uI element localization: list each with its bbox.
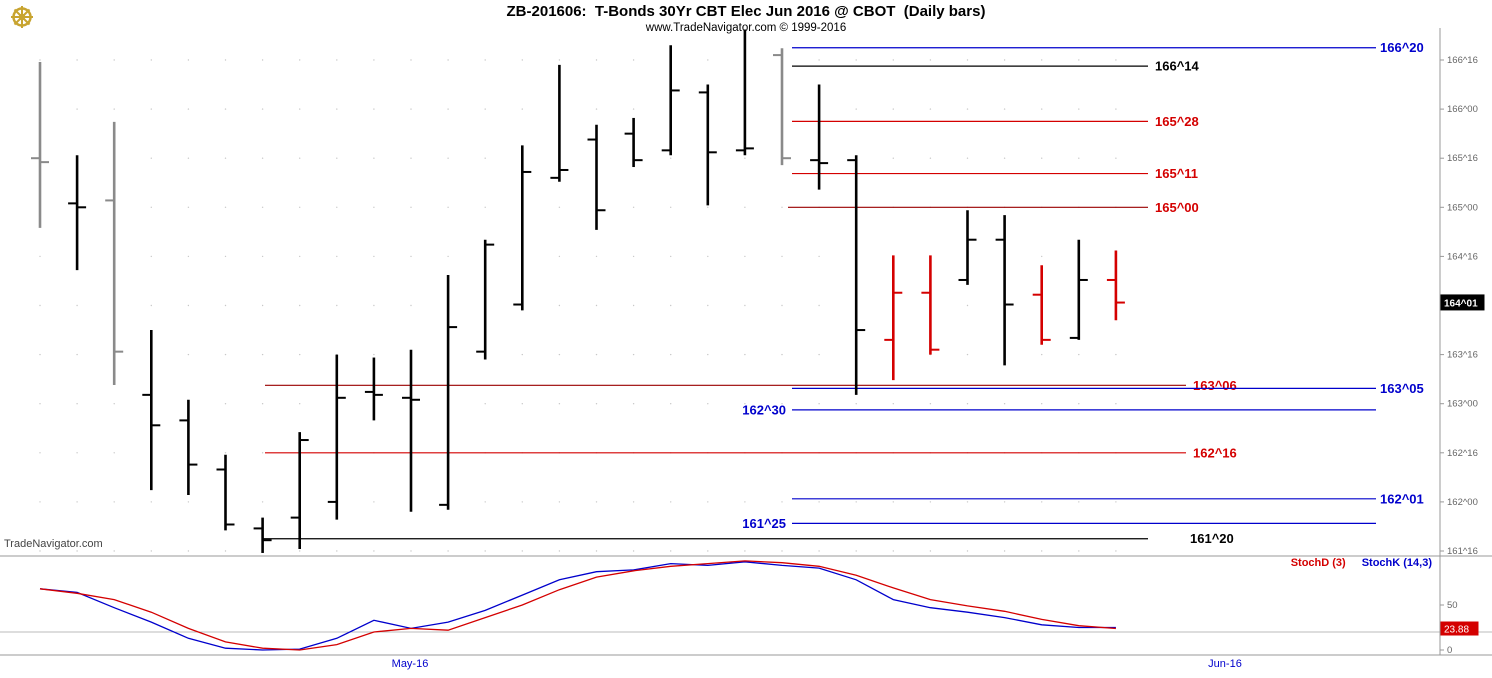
ohlc-bar: [179, 399, 198, 496]
level-label: 161^25: [742, 516, 786, 531]
stoch-axis-label: 50: [1447, 600, 1458, 611]
ohlc-bar: [105, 121, 124, 386]
ohlc-bar: [884, 255, 903, 381]
price-axis-label: 166^00: [1447, 104, 1478, 115]
month-label: May-16: [392, 658, 429, 670]
ohlc-bar: [142, 330, 161, 491]
ohlc-bar: [327, 354, 346, 520]
ohlc-bar: [253, 517, 272, 553]
ohlc-bar: [735, 29, 754, 156]
ohlc-bar: [773, 48, 791, 166]
stochd-line: [39, 560, 1116, 651]
stoch-panel[interactable]: [0, 560, 1492, 651]
price-axis-label: 166^16: [1447, 55, 1478, 66]
ohlc-bar: [476, 239, 495, 360]
level-label: 163^05: [1380, 381, 1424, 396]
level-label: 166^14: [1155, 59, 1200, 74]
ohlc-bar: [1106, 250, 1125, 321]
stochd-legend-label[interactable]: StochD (3): [1290, 557, 1346, 569]
ohlc-bar: [847, 155, 866, 395]
ohlc-bar: [995, 215, 1014, 366]
level-label: 165^00: [1155, 200, 1199, 215]
stoch-legend: StochD (3) StochK (14,3): [1291, 557, 1432, 569]
month-label: Jun-16: [1208, 658, 1242, 670]
ohlc-bar: [290, 432, 309, 550]
watermark-text: TradeNavigator.com: [4, 538, 103, 550]
ohlc-bar: [439, 275, 458, 510]
stochk-line: [39, 561, 1116, 651]
price-axis-label: 161^16: [1447, 546, 1478, 557]
level-label: 165^28: [1155, 114, 1199, 129]
level-label: 165^11: [1155, 166, 1198, 181]
last-price-badge: [1440, 294, 1485, 311]
ohlc-bar: [624, 117, 643, 168]
ohlc-bar: [1032, 265, 1051, 345]
ohlc-bar: [921, 255, 940, 355]
price-axis-label: 163^16: [1447, 350, 1478, 361]
price-axis-label: 162^00: [1447, 497, 1478, 508]
price-bars: [31, 29, 1125, 553]
stoch-axis-label: 0: [1447, 645, 1452, 656]
support-resistance-levels: 166^20 166^14 165^28 165^11 165^00 163^06 163^…: [262, 40, 1424, 546]
level-label: 161^20: [1190, 531, 1234, 546]
stoch-value-badge: [1440, 621, 1479, 636]
ohlc-bar: [402, 349, 420, 512]
ohlc-bar: [661, 45, 680, 156]
ohlc-bar: [31, 61, 49, 228]
price-axis-label: 162^16: [1447, 448, 1478, 459]
ohlc-bar: [958, 210, 977, 285]
price-axis-label: 165^00: [1447, 202, 1478, 213]
ohlc-bar: [68, 155, 87, 271]
ohlc-bar: [698, 84, 717, 206]
level-label: 166^20: [1380, 40, 1424, 55]
price-axis[interactable]: 166^16 166^00 165^16 165^00 164^16 163^16 163^…: [1440, 55, 1485, 557]
chart-title: ZB-201606: T-Bonds 30Yr CBT Elec Jun 201…: [506, 3, 986, 20]
price-axis-label: 164^16: [1447, 251, 1478, 262]
level-label: 163^06: [1193, 378, 1237, 393]
level-label: 162^16: [1193, 445, 1237, 460]
ohlc-bar: [364, 357, 383, 421]
tradenavigator-logo-icon: [8, 5, 36, 29]
grid-dots: [39, 59, 1117, 552]
price-axis-label: 165^16: [1447, 153, 1478, 164]
ohlc-bar: [810, 84, 829, 190]
chart-copyright: www.TradeNavigator.com © 1999-2016: [645, 22, 847, 34]
ohlc-bar: [216, 454, 235, 531]
ohlc-bar: [1069, 239, 1088, 340]
last-price-badge-text: 164^01: [1444, 298, 1478, 309]
level-label: 162^30: [742, 402, 786, 417]
stoch-axis[interactable]: 50 0 23.88: [1440, 600, 1479, 656]
level-label: 162^01: [1380, 491, 1424, 506]
ohlc-bar: [587, 124, 606, 230]
time-axis[interactable]: May-16 Jun-16: [392, 658, 1242, 670]
stochk-legend-label[interactable]: StochK (14,3): [1361, 557, 1432, 569]
stoch-value-badge-text: 23.88: [1444, 625, 1469, 636]
price-axis-label: 163^00: [1447, 399, 1478, 410]
ohlc-bar: [513, 145, 532, 311]
ohlc-bar: [550, 64, 569, 182]
panel-borders: [0, 28, 1492, 656]
